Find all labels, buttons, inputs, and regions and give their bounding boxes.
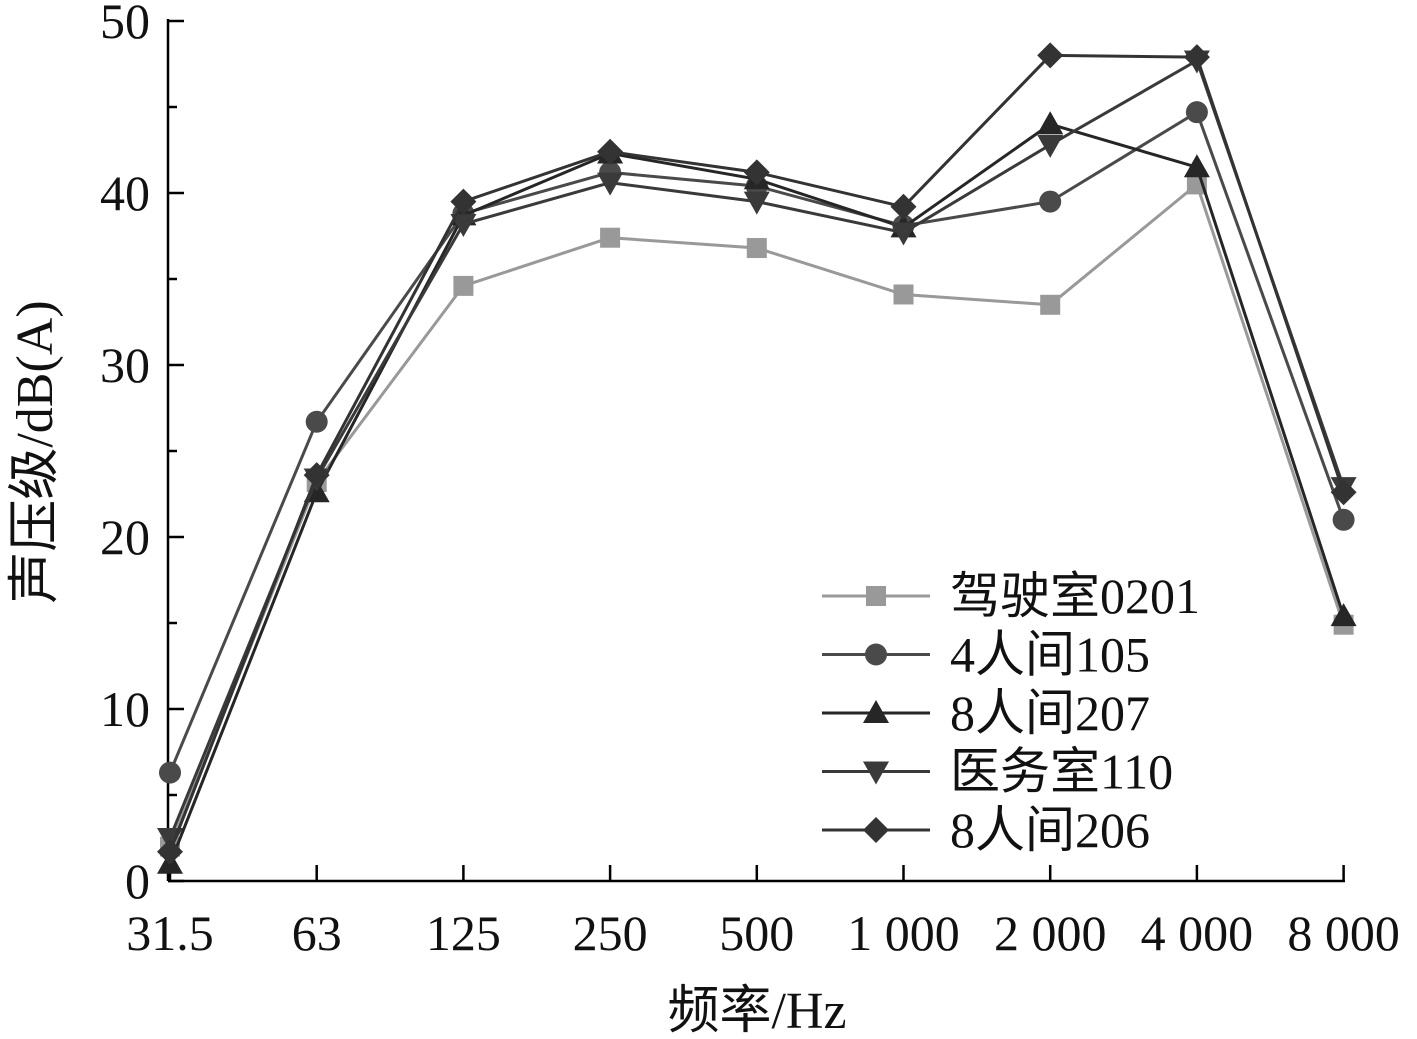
legend-entry: 4人间105 bbox=[822, 627, 1150, 683]
data-point bbox=[1185, 101, 1208, 124]
y-tick-label: 20 bbox=[100, 509, 150, 565]
data-point bbox=[303, 462, 330, 489]
legend-entry: 8人间207 bbox=[822, 685, 1150, 741]
data-point bbox=[890, 193, 917, 220]
data-point bbox=[1330, 603, 1357, 627]
data-point bbox=[743, 191, 770, 215]
data-point bbox=[157, 838, 183, 865]
series-3 bbox=[157, 111, 1357, 874]
data-point bbox=[1037, 134, 1064, 158]
legend-marker bbox=[865, 643, 887, 666]
data-point bbox=[450, 213, 477, 237]
legend-marker bbox=[863, 700, 889, 723]
legend-entry: 驾驶室0201 bbox=[822, 568, 1200, 624]
y-tick-label: 50 bbox=[100, 0, 150, 49]
data-point bbox=[1332, 508, 1355, 531]
data-point bbox=[746, 238, 767, 259]
x-tick-label: 2 000 bbox=[994, 905, 1107, 961]
data-point bbox=[450, 188, 477, 215]
data-point bbox=[1037, 42, 1064, 69]
legend-label: 8人间207 bbox=[950, 685, 1150, 741]
series-5 bbox=[157, 42, 1357, 865]
legend-marker bbox=[866, 586, 886, 606]
data-point bbox=[743, 159, 770, 186]
legend-label: 8人间206 bbox=[950, 802, 1150, 858]
data-point bbox=[600, 227, 621, 248]
x-axis-title: 频率/Hz bbox=[667, 983, 846, 1039]
x-tick-label: 8 000 bbox=[1287, 905, 1400, 961]
data-point bbox=[1183, 44, 1210, 71]
x-tick-label: 500 bbox=[719, 905, 794, 961]
legend-entry: 医务室110 bbox=[822, 744, 1173, 800]
x-tick-label: 4 000 bbox=[1141, 905, 1254, 961]
data-point bbox=[1037, 111, 1064, 135]
data-point bbox=[159, 761, 181, 784]
legend-label: 医务室110 bbox=[950, 744, 1173, 800]
y-tick-label: 40 bbox=[100, 165, 150, 221]
data-point bbox=[597, 138, 624, 165]
data-point bbox=[893, 284, 914, 305]
x-tick-label: 125 bbox=[426, 905, 501, 961]
legend-entry: 8人间206 bbox=[822, 802, 1150, 858]
data-point bbox=[890, 222, 917, 246]
x-tick-label: 63 bbox=[292, 905, 342, 961]
legend-label: 4人间105 bbox=[950, 627, 1150, 683]
series-layer bbox=[157, 42, 1357, 874]
y-tick-label: 30 bbox=[100, 337, 150, 393]
data-point bbox=[1039, 190, 1062, 213]
data-point bbox=[1183, 154, 1210, 178]
y-tick-label: 10 bbox=[100, 681, 150, 737]
data-point bbox=[1040, 294, 1061, 315]
legend-label: 驾驶室0201 bbox=[950, 568, 1200, 624]
legend-marker bbox=[863, 761, 889, 785]
x-tick-label: 31.5 bbox=[126, 905, 214, 961]
legend-marker bbox=[863, 817, 889, 843]
y-tick-label: 0 bbox=[125, 853, 150, 909]
y-axis-title: 声压级/dB(A) bbox=[7, 300, 64, 603]
data-point bbox=[1330, 479, 1357, 506]
data-point bbox=[597, 172, 624, 196]
data-point bbox=[453, 275, 474, 296]
x-tick-label: 1 000 bbox=[847, 905, 960, 961]
data-point bbox=[305, 410, 328, 433]
x-tick-label: 250 bbox=[573, 905, 648, 961]
axes: 0 10 20 30 40 50 31.5 63 125 250 500 1 000 2 000 4 00… bbox=[100, 0, 1400, 961]
series-1 bbox=[160, 174, 1354, 857]
